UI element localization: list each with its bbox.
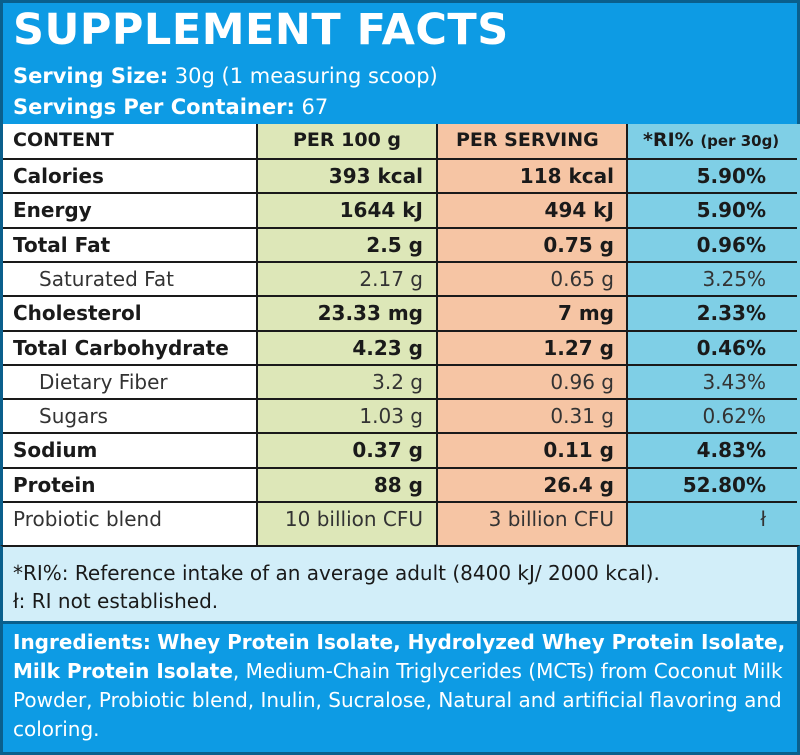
column-header-content: CONTENT <box>13 129 114 151</box>
per100-value: 23.33 mg <box>317 301 423 326</box>
column-divider <box>626 124 628 545</box>
table-row: Energy 1644 kJ 494 kJ 5.90% <box>3 192 797 226</box>
per100-value: 2.17 g <box>359 266 423 291</box>
perserving-value: 1.27 g <box>543 335 614 360</box>
ri-footnote: *RI%: Reference intake of an average adu… <box>13 561 660 585</box>
perserving-value: 0.11 g <box>543 438 614 463</box>
label-header: SUPPLEMENT FACTS Serving Size: 30g (1 me… <box>0 0 800 124</box>
perserving-value: 26.4 g <box>543 472 614 497</box>
table-row: Protein 88 g 26.4 g 52.80% <box>3 466 797 501</box>
ri-value: 0.62% <box>702 404 766 429</box>
ingredients-label: Ingredients: <box>13 630 151 654</box>
nutrient-name: Probiotic blend <box>13 507 162 531</box>
perserving-value: 0.75 g <box>543 232 614 257</box>
table-row: Saturated Fat 2.17 g 0.65 g 3.25% <box>3 260 797 295</box>
serving-size: Serving Size: 30g (1 measuring scoop) <box>13 64 438 88</box>
serving-size-value: 30g (1 measuring scoop) <box>174 64 438 88</box>
per100-value: 2.5 g <box>366 232 423 257</box>
nutrient-name: Saturated Fat <box>39 266 174 291</box>
nutrient-name: Calories <box>13 164 104 188</box>
table-row: Calories 393 kcal 118 kcal 5.90% <box>3 158 797 192</box>
table-row: Sodium 0.37 g 0.11 g 4.83% <box>3 432 797 466</box>
ri-header-label: *RI% <box>643 129 694 151</box>
column-header-ri: *RI% (per 30g) <box>643 124 779 156</box>
ri-value: 0.46% <box>696 335 766 360</box>
nutrient-name: Sugars <box>39 404 108 429</box>
ri-header-note: (per 30g) <box>700 132 780 150</box>
nutrient-name: Energy <box>13 198 92 223</box>
nutrient-name: Cholesterol <box>13 301 142 326</box>
per100-value: 1.03 g <box>359 404 423 429</box>
ingredients-rest: , Medium-Chain Triglycerides (MCTs) from… <box>13 659 783 741</box>
servings-per-container: Servings Per Container: 67 <box>13 95 328 119</box>
perserving-value: 118 kcal <box>519 164 614 188</box>
ingredients-bold-part: Whey Protein Isolate, Hydrolyzed Whey Pr… <box>13 630 786 683</box>
ri-value: 2.33% <box>696 301 766 326</box>
table-header-row: CONTENT PER 100 g PER SERVING *RI% (per … <box>3 124 797 158</box>
perserving-value: 0.31 g <box>550 404 614 429</box>
column-header-perserving: PER SERVING <box>456 129 599 151</box>
perserving-value: 3 billion CFU <box>488 507 614 531</box>
per100-value: 393 kcal <box>328 164 423 188</box>
servings-value: 67 <box>301 95 329 119</box>
table-row: Probiotic blend 10 billion CFU 3 billion C… <box>3 501 797 535</box>
table-row: Cholesterol 23.33 mg 7 mg 2.33% <box>3 295 797 329</box>
perserving-value: 0.65 g <box>550 266 614 291</box>
per100-value: 0.37 g <box>352 438 423 463</box>
perserving-value: 0.96 g <box>550 369 614 394</box>
serving-size-label: Serving Size: <box>13 64 169 88</box>
ri-value: 3.25% <box>702 266 766 291</box>
per100-value: 4.23 g <box>352 335 423 360</box>
ri-value: 52.80% <box>682 472 766 497</box>
nutrient-name: Total Carbohydrate <box>13 335 229 360</box>
perserving-value: 7 mg <box>557 301 614 326</box>
perserving-value: 494 kJ <box>544 198 614 223</box>
label-title: SUPPLEMENT FACTS <box>13 5 509 55</box>
ri-value: 0.96% <box>696 232 766 257</box>
nutrition-table: CONTENT PER 100 g PER SERVING *RI% (per … <box>0 124 800 545</box>
nutrient-name: Sodium <box>13 438 98 463</box>
ri-value: ł <box>760 507 766 531</box>
per100-value: 10 billion CFU <box>284 507 423 531</box>
column-divider <box>256 124 258 545</box>
nutrient-name: Protein <box>13 472 96 497</box>
table-row: Dietary Fiber 3.2 g 0.96 g 3.43% <box>3 363 797 398</box>
ri-value: 5.90% <box>696 164 766 188</box>
table-row: Sugars 1.03 g 0.31 g 0.62% <box>3 398 797 432</box>
per100-value: 1644 kJ <box>339 198 423 223</box>
per100-value: 88 g <box>373 472 423 497</box>
not-established-footnote: ł: RI not established. <box>13 589 219 613</box>
ri-value: 5.90% <box>696 198 766 223</box>
nutrient-name: Total Fat <box>13 232 111 257</box>
table-row: Total Carbohydrate 4.23 g 1.27 g 0.46% <box>3 329 797 364</box>
nutrient-name: Dietary Fiber <box>39 369 168 394</box>
servings-label: Servings Per Container: <box>13 95 295 119</box>
ri-value: 3.43% <box>702 369 766 394</box>
ri-value: 4.83% <box>696 438 766 463</box>
column-divider <box>436 124 438 545</box>
footnotes: *RI%: Reference intake of an average adu… <box>0 545 800 621</box>
per100-value: 3.2 g <box>372 369 423 394</box>
table-row: Total Fat 2.5 g 0.75 g 0.96% <box>3 226 797 261</box>
column-header-per100: PER 100 g <box>293 129 402 151</box>
ingredients-panel: Ingredients: Whey Protein Isolate, Hydro… <box>0 621 800 755</box>
